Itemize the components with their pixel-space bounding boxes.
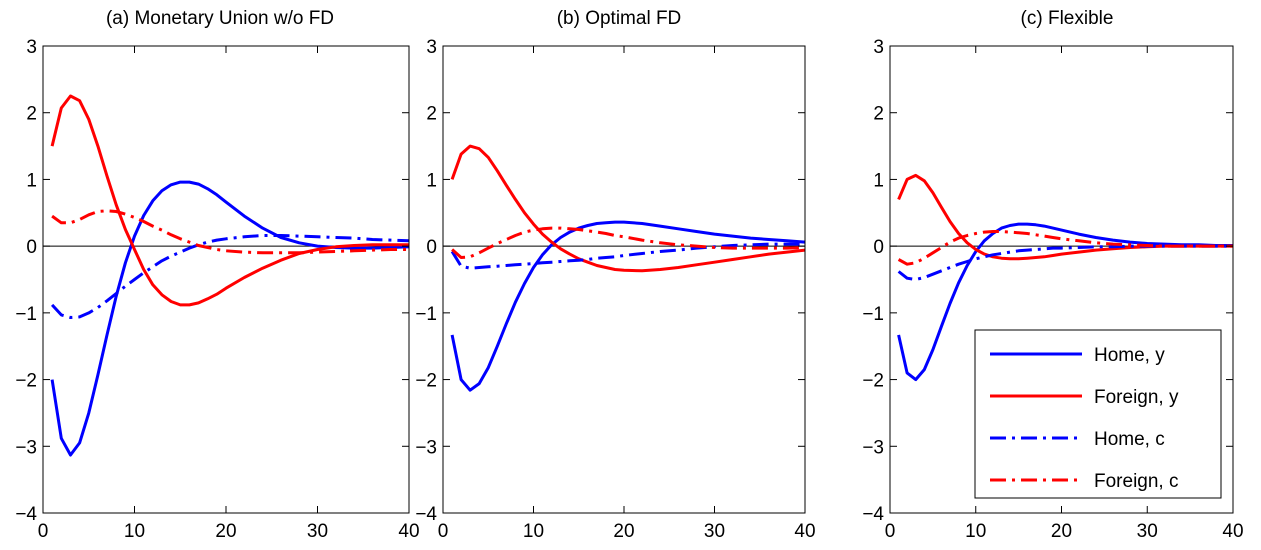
- panel-a-xtick-label: 0: [38, 521, 49, 542]
- panel-b-ytick-label: 1: [426, 170, 437, 191]
- panel-b-series-home-y: [450, 220, 806, 392]
- panel-a-xtick-label: 40: [398, 521, 419, 542]
- panel-b-series-foreign-c: [451, 226, 806, 259]
- panel-a-ytick-label: −2: [15, 371, 37, 392]
- panel-c-xtick-label: 0: [885, 521, 896, 542]
- panel-c-ytick-label: 2: [873, 104, 884, 125]
- panel-a-series-home-y: [50, 180, 410, 457]
- legend-label-foreign-y: Foreign, y: [1094, 387, 1179, 408]
- legend-entry-foreign-y: Foreign, y: [990, 387, 1179, 408]
- panel-a-frame: [42, 45, 410, 514]
- panel-b-series-home-c: [450, 242, 805, 270]
- panel-c-series-foreign-c: [897, 230, 1233, 266]
- panel-a-ytick-label: −4: [15, 504, 37, 525]
- panel-b-ytick-label: 2: [426, 104, 437, 125]
- panel-c-ytick-label: 1: [873, 170, 884, 191]
- panel-b-series-foreign-y: [450, 144, 806, 273]
- panel-a-series-foreign-c: [51, 209, 409, 255]
- panel-c-title: (c) Flexible: [1021, 8, 1114, 29]
- legend-label-foreign-c: Foreign, c: [1094, 471, 1178, 492]
- panel-c-ytick-label: 3: [873, 37, 884, 58]
- panel-a-xtick-label: 20: [215, 521, 236, 542]
- panel-c-ytick-label: −3: [862, 437, 884, 458]
- panel-c-xtick-label: 30: [1137, 521, 1158, 542]
- panel-a-xtick-label: 30: [307, 521, 328, 542]
- panel-b-ytick-label: −3: [415, 437, 437, 458]
- panel-a-ytick-label: 3: [26, 37, 37, 58]
- panel-b-ytick-label: −4: [415, 504, 437, 525]
- panel-a-title: (a) Monetary Union w/o FD: [106, 8, 334, 29]
- panel-c-ytick-label: −1: [862, 304, 884, 325]
- legend-box: [974, 329, 1222, 499]
- panel-c-ytick-label: −4: [862, 504, 884, 525]
- panel-a-series-foreign-y: [50, 94, 409, 307]
- panel-a-series-home-c: [50, 234, 410, 319]
- panel-b-ytick-label: −2: [415, 371, 437, 392]
- panel-a-ytick-label: −3: [15, 437, 37, 458]
- panel-a-ytick-label: −1: [15, 304, 37, 325]
- legend: Home, y Foreign, y Home, c Foreign, c: [974, 329, 1222, 499]
- panel-b-title: (b) Optimal FD: [557, 8, 682, 29]
- panel-b-xtick-label: 30: [704, 521, 725, 542]
- panel-a-ytick-label: 2: [26, 104, 37, 125]
- legend-label-home-c: Home, c: [1094, 429, 1165, 450]
- panel-c-xtick-label: 10: [965, 521, 986, 542]
- legend-entry-home-y: Home, y: [990, 345, 1165, 366]
- panel-a-ytick-label: 0: [26, 237, 37, 258]
- legend-entry-foreign-c: Foreign, c: [990, 471, 1178, 492]
- panel-b-xtick-label: 40: [794, 521, 815, 542]
- panel-b-xtick-label: 10: [523, 521, 544, 542]
- panel-b-ytick-label: −1: [415, 304, 437, 325]
- panel-c-xtick-label: 20: [1051, 521, 1072, 542]
- panel-c-ytick-label: 0: [873, 237, 884, 258]
- panel-b-xtick-label: 20: [613, 521, 634, 542]
- panel-b-ytick-label: 0: [426, 237, 437, 258]
- panel-b-ytick-label: 3: [426, 37, 437, 58]
- panel-a-xtick-label: 10: [124, 521, 145, 542]
- legend-entry-home-c: Home, c: [990, 429, 1165, 450]
- panel-b-xtick-label: 0: [438, 521, 449, 542]
- panel-b-frame: [442, 45, 806, 514]
- panel-c-ytick-label: −2: [862, 371, 884, 392]
- panel-c-series-home-y: [897, 222, 1233, 382]
- legend-label-home-y: Home, y: [1094, 345, 1165, 366]
- panel-c-series-home-c: [897, 244, 1233, 281]
- panel-a-ytick-label: 1: [26, 170, 37, 191]
- panel-c-xtick-label: 40: [1222, 521, 1243, 542]
